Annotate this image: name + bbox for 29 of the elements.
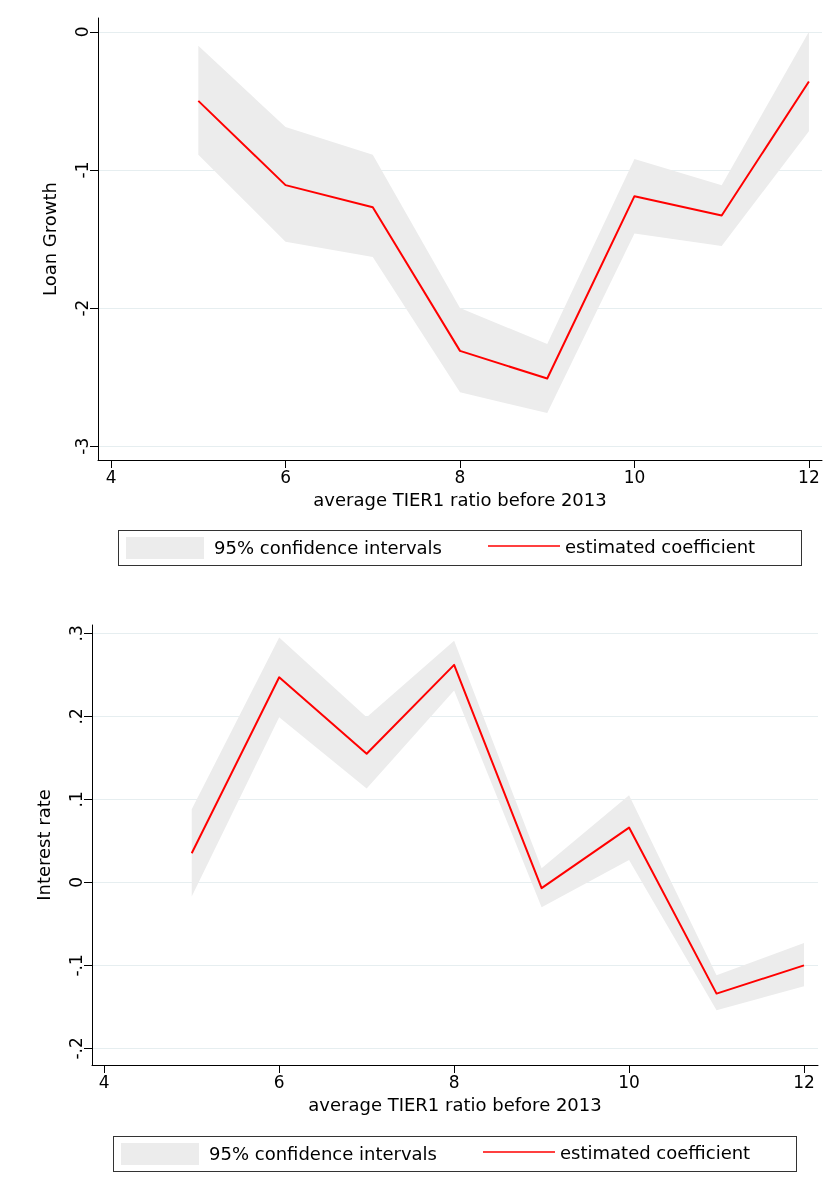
text: 95% confidence intervals bbox=[214, 537, 442, 559]
y-tick-label: -.1 bbox=[65, 954, 86, 977]
x-axis-title: average TIER1 ratio before 2013 bbox=[313, 488, 607, 510]
y-tick-label: .2 bbox=[65, 708, 86, 725]
line-series bbox=[197, 80, 810, 380]
y-tick-label: -3 bbox=[71, 437, 92, 455]
y-tick-label: -2 bbox=[71, 299, 92, 317]
x-tick-label: 8 bbox=[454, 466, 466, 487]
x-tick-label: 12 bbox=[798, 466, 820, 487]
x-tick-label: 6 bbox=[280, 466, 291, 487]
y-tick-label: 0 bbox=[71, 26, 92, 38]
x-tick-label: 4 bbox=[98, 1071, 110, 1092]
y-tick-label: -1 bbox=[71, 161, 92, 179]
x-tick-label: 10 bbox=[623, 466, 646, 487]
y-tick-label: .1 bbox=[65, 791, 86, 808]
legend-label: estimated coefficient bbox=[560, 1141, 751, 1163]
x-tick-label: 6 bbox=[273, 1071, 285, 1092]
x-tick-label: 10 bbox=[618, 1071, 640, 1092]
x-tick-label: 4 bbox=[105, 466, 117, 487]
y-tick-label: .3 bbox=[65, 625, 86, 642]
legend-label: estimated coefficient bbox=[565, 535, 756, 557]
x-tick-label: 8 bbox=[448, 1071, 460, 1092]
x-axis-title: average TIER1 ratio before 2013 bbox=[308, 1093, 602, 1115]
y-axis-title: Interest rate bbox=[32, 789, 54, 901]
y-axis-title: Loan Growth bbox=[38, 181, 60, 297]
y-tick-label: 0 bbox=[65, 876, 86, 888]
x-tick-label: 12 bbox=[793, 1071, 815, 1092]
text: 95% confidence intervals bbox=[209, 1143, 437, 1165]
y-tick-label: -.2 bbox=[65, 1037, 86, 1060]
